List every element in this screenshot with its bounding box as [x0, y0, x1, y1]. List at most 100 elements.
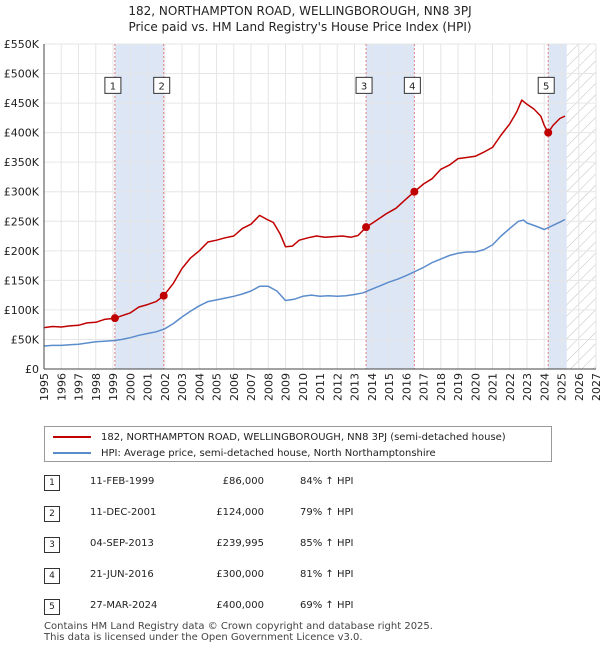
legend-label-hpi: HPI: Average price, semi-detached house,… — [101, 447, 436, 459]
footer-copyright: Contains HM Land Registry data © Crown c… — [44, 621, 433, 632]
x-tick-label: 2010 — [297, 373, 310, 401]
sale-date: 04-SEP-2013 — [90, 538, 154, 549]
x-tick-label: 2004 — [193, 373, 206, 401]
sale-marker-label: 4 — [409, 81, 415, 92]
sale-date: 27-MAR-2024 — [90, 600, 158, 611]
chart-title-line1: 182, NORTHAMPTON ROAD, WELLINGBOROUGH, N… — [128, 4, 472, 18]
legend-item-property: 182, NORTHAMPTON ROAD, WELLINGBOROUGH, N… — [53, 429, 506, 445]
sale-number-badge: 5 — [44, 599, 60, 615]
x-tick-label: 2011 — [314, 373, 327, 401]
sale-marker-label: 5 — [543, 81, 549, 92]
x-tick-label: 2000 — [124, 373, 137, 401]
x-tick-label: 2018 — [435, 373, 448, 401]
chart-title: 182, NORTHAMPTON ROAD, WELLINGBOROUGH, N… — [0, 3, 600, 35]
y-tick-label: £400K — [4, 127, 40, 140]
sale-row: 1 11-FEB-1999 £86,000 84% ↑ HPI — [44, 475, 464, 491]
y-tick-label: £550K — [4, 38, 40, 51]
sale-hpi-change: 85% ↑ HPI — [300, 538, 354, 549]
x-tick-label: 2025 — [556, 373, 569, 401]
x-tick-label: 1997 — [73, 373, 86, 401]
chart-title-line2: Price paid vs. HM Land Registry's House … — [128, 20, 472, 34]
sale-hpi-change: 79% ↑ HPI — [300, 507, 354, 518]
x-tick-label: 2019 — [452, 373, 465, 401]
x-tick-label: 2015 — [383, 373, 396, 401]
sale-price: £400,000 — [216, 600, 264, 611]
sale-marker-label-box — [104, 76, 122, 94]
sale-row: 5 27-MAR-2024 £400,000 69% ↑ HPI — [44, 599, 464, 615]
x-tick-label: 2014 — [366, 373, 379, 401]
y-tick-label: £150K — [4, 274, 40, 287]
x-tick-label: 1998 — [90, 373, 103, 401]
sale-point — [159, 291, 168, 300]
sale-marker-label: 3 — [361, 81, 367, 92]
footer-licence: This data is licensed under the Open Gov… — [44, 632, 363, 643]
x-tick-label: 1995 — [38, 373, 51, 401]
x-tick-label: 2013 — [349, 373, 362, 401]
y-tick-label: £300K — [4, 186, 40, 199]
legend-swatch-hpi — [53, 452, 91, 454]
sale-hpi-change: 81% ↑ HPI — [300, 569, 354, 580]
x-tick-label: 2021 — [487, 373, 500, 401]
sale-hpi-change: 69% ↑ HPI — [300, 600, 354, 611]
property-series-line — [44, 99, 566, 329]
sale-marker-label: 2 — [159, 81, 165, 92]
sale-point — [362, 223, 371, 232]
sale-row: 3 04-SEP-2013 £239,995 85% ↑ HPI — [44, 537, 464, 553]
y-tick-label: £100K — [4, 304, 40, 317]
sale-marker-label-box — [537, 76, 555, 94]
x-tick-label: 1999 — [107, 373, 120, 401]
y-tick-label: £0 — [25, 363, 39, 376]
legend-label-property: 182, NORTHAMPTON ROAD, WELLINGBOROUGH, N… — [101, 431, 506, 443]
x-tick-label: 2026 — [573, 373, 586, 401]
x-tick-label: 2009 — [280, 373, 293, 401]
legend: 182, NORTHAMPTON ROAD, WELLINGBOROUGH, N… — [44, 426, 552, 462]
x-tick-label: 2016 — [400, 373, 413, 401]
sale-row: 4 21-JUN-2016 £300,000 81% ↑ HPI — [44, 568, 464, 584]
future-hatch-region — [566, 44, 596, 369]
price-chart: 1 2 3 4 5 £0 £50K £100K £150K £200K £250K £300K £35… — [4, 38, 600, 401]
x-tick-label: 2020 — [469, 373, 482, 401]
x-tick-label: 2007 — [245, 373, 258, 401]
legend-swatch-property — [53, 436, 91, 438]
sale-number-badge: 2 — [44, 506, 60, 522]
hpi-series-line — [44, 218, 566, 347]
sale-marker-label: 1 — [110, 81, 116, 92]
x-tick-label: 2006 — [228, 373, 241, 401]
y-tick-label: £500K — [4, 68, 40, 81]
x-tick-label: 2017 — [418, 373, 431, 401]
sale-marker-label-box — [403, 76, 421, 94]
footer: Contains HM Land Registry data © Crown c… — [44, 621, 433, 643]
sale-number-badge: 1 — [44, 475, 60, 491]
sale-date: 11-DEC-2001 — [90, 507, 157, 518]
x-tick-label: 2012 — [331, 373, 344, 401]
sale-price: £239,995 — [216, 538, 264, 549]
x-tick-label: 2022 — [504, 373, 517, 401]
sale-point — [544, 128, 553, 137]
y-tick-label: £250K — [4, 215, 40, 228]
sale-marker-label-box — [355, 76, 373, 94]
x-tick-label: 2003 — [176, 373, 189, 401]
x-tick-label: 2005 — [211, 373, 224, 401]
y-tick-label: £200K — [4, 245, 40, 258]
sale-marker-label-box — [153, 76, 171, 94]
sale-point — [410, 187, 419, 196]
x-tick-label: 2023 — [521, 373, 534, 401]
sale-hpi-change: 84% ↑ HPI — [300, 476, 354, 487]
sale-row: 2 11-DEC-2001 £124,000 79% ↑ HPI — [44, 506, 464, 522]
sale-price: £124,000 — [216, 507, 264, 518]
sale-date: 11-FEB-1999 — [90, 476, 155, 487]
y-tick-label: £450K — [4, 97, 40, 110]
legend-item-hpi: HPI: Average price, semi-detached house,… — [53, 445, 436, 461]
sale-number-badge: 3 — [44, 537, 60, 553]
sale-point — [110, 314, 119, 323]
y-tick-label: £50K — [11, 333, 40, 346]
x-tick-label: 2008 — [262, 373, 275, 401]
x-tick-label: 2002 — [159, 373, 172, 401]
y-tick-label: £350K — [4, 156, 40, 169]
sale-price: £300,000 — [216, 569, 264, 580]
sale-number-badge: 4 — [44, 568, 60, 584]
sale-price: £86,000 — [222, 476, 264, 487]
x-tick-label: 2027 — [590, 373, 600, 401]
x-tick-label: 2024 — [538, 373, 551, 401]
sale-date: 21-JUN-2016 — [90, 569, 154, 580]
